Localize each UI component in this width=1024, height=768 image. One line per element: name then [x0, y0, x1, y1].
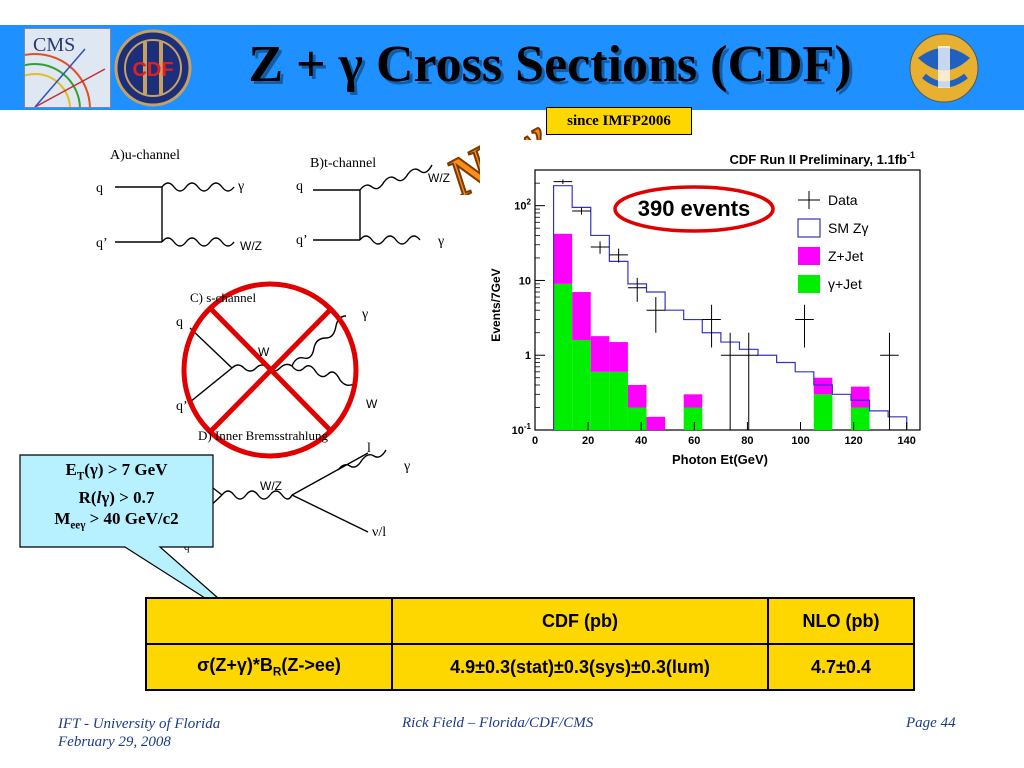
z-jet-bar [683, 394, 703, 408]
table-header-blank [145, 597, 393, 645]
feynman-diagrams: A)u-channel q q’ γ W/Z B)t-channel q q’ … [96, 148, 450, 553]
gamma-jet-bar [553, 283, 573, 430]
cut-r: R(lγ) > 0.7 [78, 488, 155, 508]
z-jet-bar [609, 342, 628, 372]
footer-date: February 29, 2008 [58, 734, 171, 750]
cut-mass: Meeγ > 40 GeV/c2 [54, 509, 179, 532]
table-header-row: CDF (pb) NLO (pb) [145, 597, 915, 645]
diagram-d-neutrino: ν/l [372, 525, 386, 540]
diagram-a-wz: W/Z [240, 239, 262, 253]
x-tick-label: 120 [844, 435, 862, 447]
diagram-c-gamma: γ [361, 307, 368, 322]
cuts-box: ET(γ) > 7 GeV R(lγ) > 0.7 Meeγ > 40 GeV/… [20, 455, 213, 547]
x-tick-label: 0 [532, 435, 538, 447]
x-tick-label: 140 [898, 435, 916, 447]
diagram-c-w-out: W [366, 397, 378, 411]
cdf-logo-text: CDF [132, 59, 173, 81]
legend-label: γ+Jet [828, 276, 862, 292]
footer-left: IFT - University of Florida February 29,… [58, 715, 220, 751]
z-jet-bar [572, 292, 591, 340]
gamma-jet-bar [572, 339, 591, 430]
diagram-b-q: q [296, 179, 303, 194]
diagram-b-wz: W/Z [428, 171, 450, 185]
cross-section-table: CDF (pb) NLO (pb) σ(Z+γ)*BR(Z->ee) 4.9±0… [145, 597, 915, 691]
diagram-d-gamma: γ [403, 459, 410, 474]
z-jet-bar [553, 233, 573, 284]
chart-xlabel: Photon Et(GeV) [672, 452, 768, 467]
table-header-cdf: CDF (pb) [391, 597, 769, 645]
diagram-d-lepton: l [367, 441, 371, 456]
y-tick-label: 1 [525, 350, 531, 362]
footer-author: Rick Field – Florida/CDF/CMS [402, 715, 594, 731]
table-cell-cdf: 4.9±0.3(stat)±0.3(sys)±0.3(lum) [391, 643, 769, 691]
table-cell-nlo: 4.7±0.4 [767, 643, 915, 691]
gamma-jet-bar [813, 394, 833, 430]
z-jet-bar [850, 386, 870, 408]
legend-swatch-smzg [797, 218, 821, 238]
cms-logo: CMS [24, 28, 111, 108]
uf-logo [904, 28, 984, 106]
events-oval [613, 185, 775, 233]
events-count-label: 390 events [637, 196, 751, 221]
diagram-a-caption: A)u-channel [110, 148, 180, 163]
legend-label: Z+Jet [828, 248, 864, 264]
diagram-c-caption: C) s-channel [190, 290, 256, 305]
y-tick-label: 10 [519, 275, 531, 287]
x-tick-label: 40 [635, 435, 647, 447]
cdf-logo: CDF [112, 28, 194, 108]
diagram-c-w: W [258, 345, 270, 359]
x-tick-label: 60 [688, 435, 700, 447]
gamma-jet-bar [590, 371, 610, 430]
crossed-out-mark [181, 281, 359, 459]
footer-institution: IFT - University of Florida [58, 716, 221, 732]
diagram-b-caption: B)t-channel [310, 156, 376, 171]
diagram-a-q: q [96, 181, 103, 196]
x-tick-label: 20 [582, 435, 594, 447]
diagram-c-qbar: q’ [176, 399, 188, 414]
chart-ylabel: Events/7GeV [489, 268, 503, 341]
chart-title: CDF Run II Preliminary, 1.1fb-1 [730, 150, 915, 167]
legend-swatch-fill [798, 247, 820, 265]
diagram-a-qbar: q’ [96, 236, 108, 251]
diagram-d-wz: W/Z [260, 479, 282, 493]
diagram-b-qbar: q’ [296, 233, 308, 248]
x-tick-label: 100 [791, 435, 809, 447]
table-row-label: σ(Z+γ)*BR(Z->ee) [145, 643, 393, 691]
gamma-jet-bar [683, 407, 703, 430]
x-tick-label: 80 [741, 435, 753, 447]
diagram-b-gamma: γ [437, 234, 444, 249]
since-label: since IMFP2006 [546, 107, 692, 135]
gamma-jet-bar [850, 407, 870, 430]
plot-frame [534, 169, 921, 431]
gamma-jet-bar [627, 407, 647, 430]
cut-et: ET(γ) > 7 GeV [65, 460, 168, 483]
diagram-d-caption: D) Inner Bremsstrahlung [198, 428, 328, 443]
legend-label: SM Zγ [828, 220, 868, 236]
y-tick-label: 102 [514, 198, 531, 213]
table-row: σ(Z+γ)*BR(Z->ee) 4.9±0.3(stat)±0.3(sys)±… [145, 643, 915, 691]
diagram-c-q: q [176, 315, 183, 330]
y-tick-label: 10-1 [512, 422, 532, 437]
z-jet-bar [627, 384, 647, 408]
table-header-nlo: NLO (pb) [767, 597, 915, 645]
z-jet-bar [813, 377, 833, 395]
legend-swatch-fill [798, 275, 820, 293]
gamma-jet-bar [609, 371, 628, 430]
z-jet-bar [590, 336, 610, 372]
legend-label: Data [828, 192, 858, 208]
z-jet-bar [646, 416, 666, 430]
page-title: Z + γ Cross Sections (CDF) [248, 36, 852, 93]
diagram-a-gamma: γ [237, 179, 244, 194]
footer-page-number: Page 44 [906, 715, 956, 731]
cms-logo-text: CMS [33, 34, 75, 56]
